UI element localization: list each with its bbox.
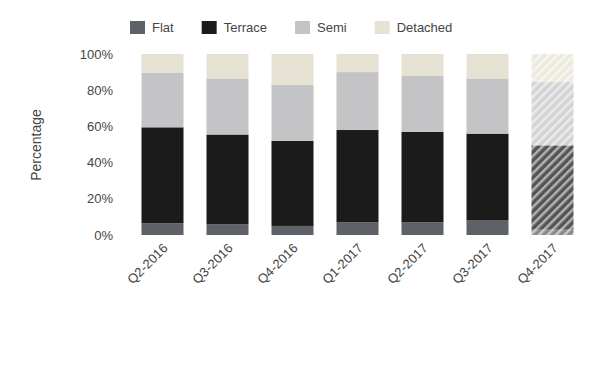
bar-segment (467, 54, 509, 78)
y-tick-label: 20% (87, 191, 113, 206)
y-tick (126, 198, 130, 199)
y-tick-label: 40% (87, 155, 113, 170)
x-tick-label: Q1-2017 (319, 241, 365, 287)
y-axis-label: Percentage (28, 109, 44, 181)
bar-segment (402, 76, 444, 132)
legend-label: Detached (397, 20, 453, 35)
bar-segment (272, 141, 314, 226)
x-tick-label: Q4-2017 (514, 241, 560, 287)
bar-segment (272, 226, 314, 235)
legend-label: Flat (152, 20, 174, 35)
x-tick-label: Q4-2016 (254, 241, 300, 287)
legend-swatch (130, 21, 145, 34)
bar-segment (142, 127, 184, 223)
bar-segment (402, 54, 444, 76)
y-tick (126, 235, 130, 236)
bar-segment (402, 222, 444, 235)
legend-swatch (375, 21, 390, 34)
bar-segment (142, 223, 184, 235)
bar-segment (532, 54, 574, 82)
bar-segment (532, 145, 574, 229)
x-tick-label: Q2-2017 (384, 241, 430, 287)
y-tick (126, 54, 130, 55)
bar-segment (272, 54, 314, 85)
bar-segment (337, 130, 379, 222)
bar-segment (467, 78, 509, 133)
bar-segment (272, 85, 314, 141)
bars (142, 54, 574, 235)
x-tick-label: Q3-2016 (189, 241, 235, 287)
y-tick-label: 100% (80, 47, 114, 62)
legend-swatch (295, 21, 310, 34)
y-tick-label: 0% (94, 228, 113, 243)
bar-segment (207, 224, 249, 235)
bar-segment (207, 135, 249, 225)
y-tick (126, 90, 130, 91)
y-tick (126, 126, 130, 127)
bar-segment (532, 82, 574, 145)
y-tick-label: 60% (87, 119, 113, 134)
x-tick-label: Q3-2017 (449, 241, 495, 287)
legend-swatch (202, 21, 217, 34)
bar-segment (337, 222, 379, 235)
bar-segment (207, 54, 249, 78)
bar-segment (142, 73, 184, 127)
bar-segment (142, 54, 184, 73)
legend-label: Semi (317, 20, 347, 35)
legend-label: Terrace (224, 20, 267, 35)
x-tick-label: Q2-2016 (124, 241, 170, 287)
y-tick-label: 80% (87, 83, 113, 98)
bar-segment (207, 78, 249, 134)
bar-segment (337, 54, 379, 72)
bar-segment (402, 132, 444, 223)
chart: Percentage 0% 20% 40% 60% 80% 100% Q2-2016 Q3-20… (0, 0, 600, 366)
y-tick (126, 162, 130, 163)
bar-segment (532, 230, 574, 235)
bar-segment (337, 72, 379, 130)
bar-segment (467, 134, 509, 221)
bar-segment (467, 221, 509, 235)
